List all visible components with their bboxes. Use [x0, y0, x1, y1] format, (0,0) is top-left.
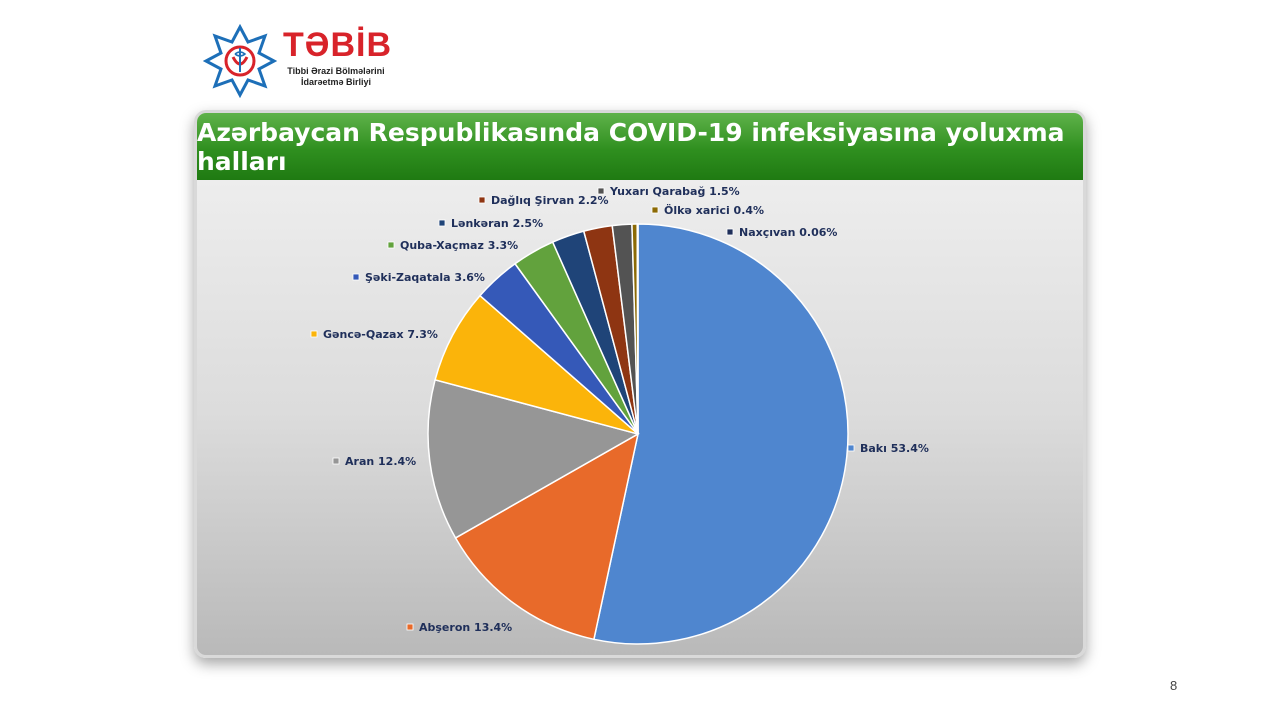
- slice-label-4: Şəki-Zaqatala 3.6%: [365, 271, 485, 284]
- pie-chart: Bakı 53.4% Abşeron 13.4% Aran 12.4% Gəncə-Q…: [310, 185, 929, 645]
- legend-key-4: [352, 273, 360, 281]
- data-label-7: Dağlıq Şirvan 2.2%: [478, 194, 609, 207]
- slice-label-2: Aran 12.4%: [345, 455, 416, 468]
- slice-label-1: Abşeron 13.4%: [419, 621, 512, 634]
- slice-label-3: Gəncə-Qazax 7.3%: [323, 328, 438, 341]
- data-label-0: Bakı 53.4%: [847, 442, 929, 455]
- legend-key-6: [438, 219, 446, 227]
- page-number: 8: [1170, 678, 1178, 693]
- legend-key-3: [310, 330, 318, 338]
- legend-key-7: [478, 196, 486, 204]
- data-label-6: Lənkəran 2.5%: [438, 217, 543, 230]
- data-label-1: Abşeron 13.4%: [406, 621, 512, 634]
- pie-slice-naxçıvan: [636, 223, 639, 435]
- chart-header: Azərbaycan Respublikasında COVID-19 infe…: [197, 113, 1083, 180]
- chart-panel: Azərbaycan Respublikasında COVID-19 infe…: [194, 110, 1086, 658]
- logo-subtitle-line2: İdarəetmə Birliyi: [300, 77, 372, 87]
- legend-key-2: [332, 457, 340, 465]
- slice-label-7: Dağlıq Şirvan 2.2%: [491, 194, 609, 207]
- pie-slice-abşeron: [454, 432, 640, 641]
- slice-label-6: Lənkəran 2.5%: [451, 217, 543, 230]
- slice-label-10: Naxçıvan 0.06%: [739, 226, 837, 239]
- slice-label-5: Quba-Xaçmaz 3.3%: [400, 239, 518, 252]
- legend-key-10: [726, 228, 734, 236]
- legend-key-1: [406, 623, 414, 631]
- tabib-emblem-icon: [203, 24, 277, 98]
- data-label-10: Naxçıvan 0.06%: [726, 226, 837, 239]
- logo-name: TƏBİB: [283, 26, 393, 64]
- data-label-8: Yuxarı Qarabağ 1.5%: [597, 185, 740, 198]
- slice-label-8: Yuxarı Qarabağ 1.5%: [609, 185, 740, 198]
- data-label-5: Quba-Xaçmaz 3.3%: [387, 239, 518, 252]
- logo-subtitle: Tibbi Ərazi Bölmələrini İdarəetmə Birliy…: [287, 66, 385, 88]
- legend-key-5: [387, 241, 395, 249]
- slice-label-9: Ölkə xarici 0.4%: [664, 203, 764, 217]
- data-label-4: Şəki-Zaqatala 3.6%: [352, 271, 485, 284]
- pie-slice-aran: [427, 378, 640, 539]
- data-label-3: Gəncə-Qazax 7.3%: [310, 328, 438, 341]
- data-label-9: Ölkə xarici 0.4%: [651, 203, 764, 217]
- legend-key-0: [847, 444, 855, 452]
- tabib-logo: TƏBİB Tibbi Ərazi Bölmələrini İdarəetmə …: [203, 24, 403, 98]
- pie-slice-bakı: [593, 223, 849, 645]
- data-label-2: Aran 12.4%: [332, 455, 416, 468]
- chart-title: Azərbaycan Respublikasında COVID-19 infe…: [197, 117, 1065, 176]
- legend-key-9: [651, 206, 659, 214]
- slice-label-0: Bakı 53.4%: [860, 442, 929, 455]
- logo-subtitle-line1: Tibbi Ərazi Bölmələrini: [287, 66, 385, 76]
- legend-key-8: [597, 187, 605, 195]
